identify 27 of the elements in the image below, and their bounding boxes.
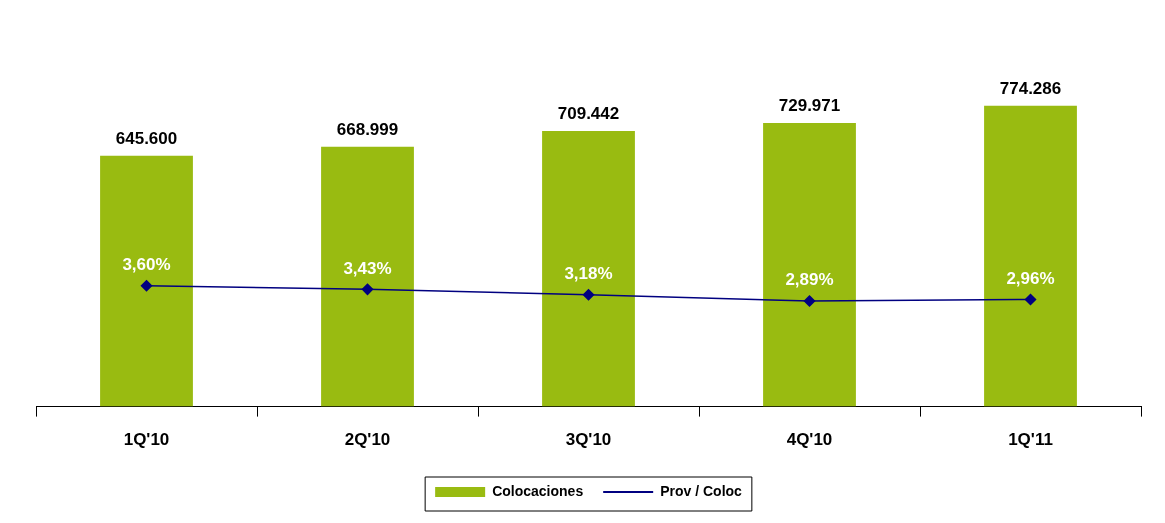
point [803, 295, 816, 307]
x-tick-label: 1Q'10 [123, 430, 170, 450]
data-label: 668.999 [336, 119, 399, 139]
bar [763, 122, 856, 407]
legend-label: Prov / Coloc [660, 482, 743, 499]
point [361, 283, 374, 296]
point [1024, 293, 1037, 306]
data-label: 709.442 [557, 104, 620, 124]
data-label: 3,18% [564, 263, 613, 283]
data-label: 2,89% [785, 270, 834, 290]
bar [984, 105, 1077, 407]
x-tick-label: 1Q'11 [1008, 430, 1053, 450]
data-label: 774.286 [999, 78, 1062, 98]
x-tick-label: 3Q'10 [565, 430, 612, 450]
bar [321, 146, 414, 407]
point [140, 279, 153, 292]
data-label: 3,43% [343, 258, 392, 278]
bar [542, 130, 635, 407]
data-label: 729.971 [778, 96, 841, 116]
bar [100, 155, 193, 407]
x-tick-label: 4Q'10 [786, 430, 833, 450]
data-label: 645.600 [115, 128, 178, 148]
point [582, 289, 595, 301]
data-label: 2,96% [1006, 268, 1055, 288]
data-label: 3,60% [122, 254, 171, 274]
legend-label: Colocaciones [492, 482, 584, 499]
x-tick-label: 2Q'10 [344, 430, 391, 450]
